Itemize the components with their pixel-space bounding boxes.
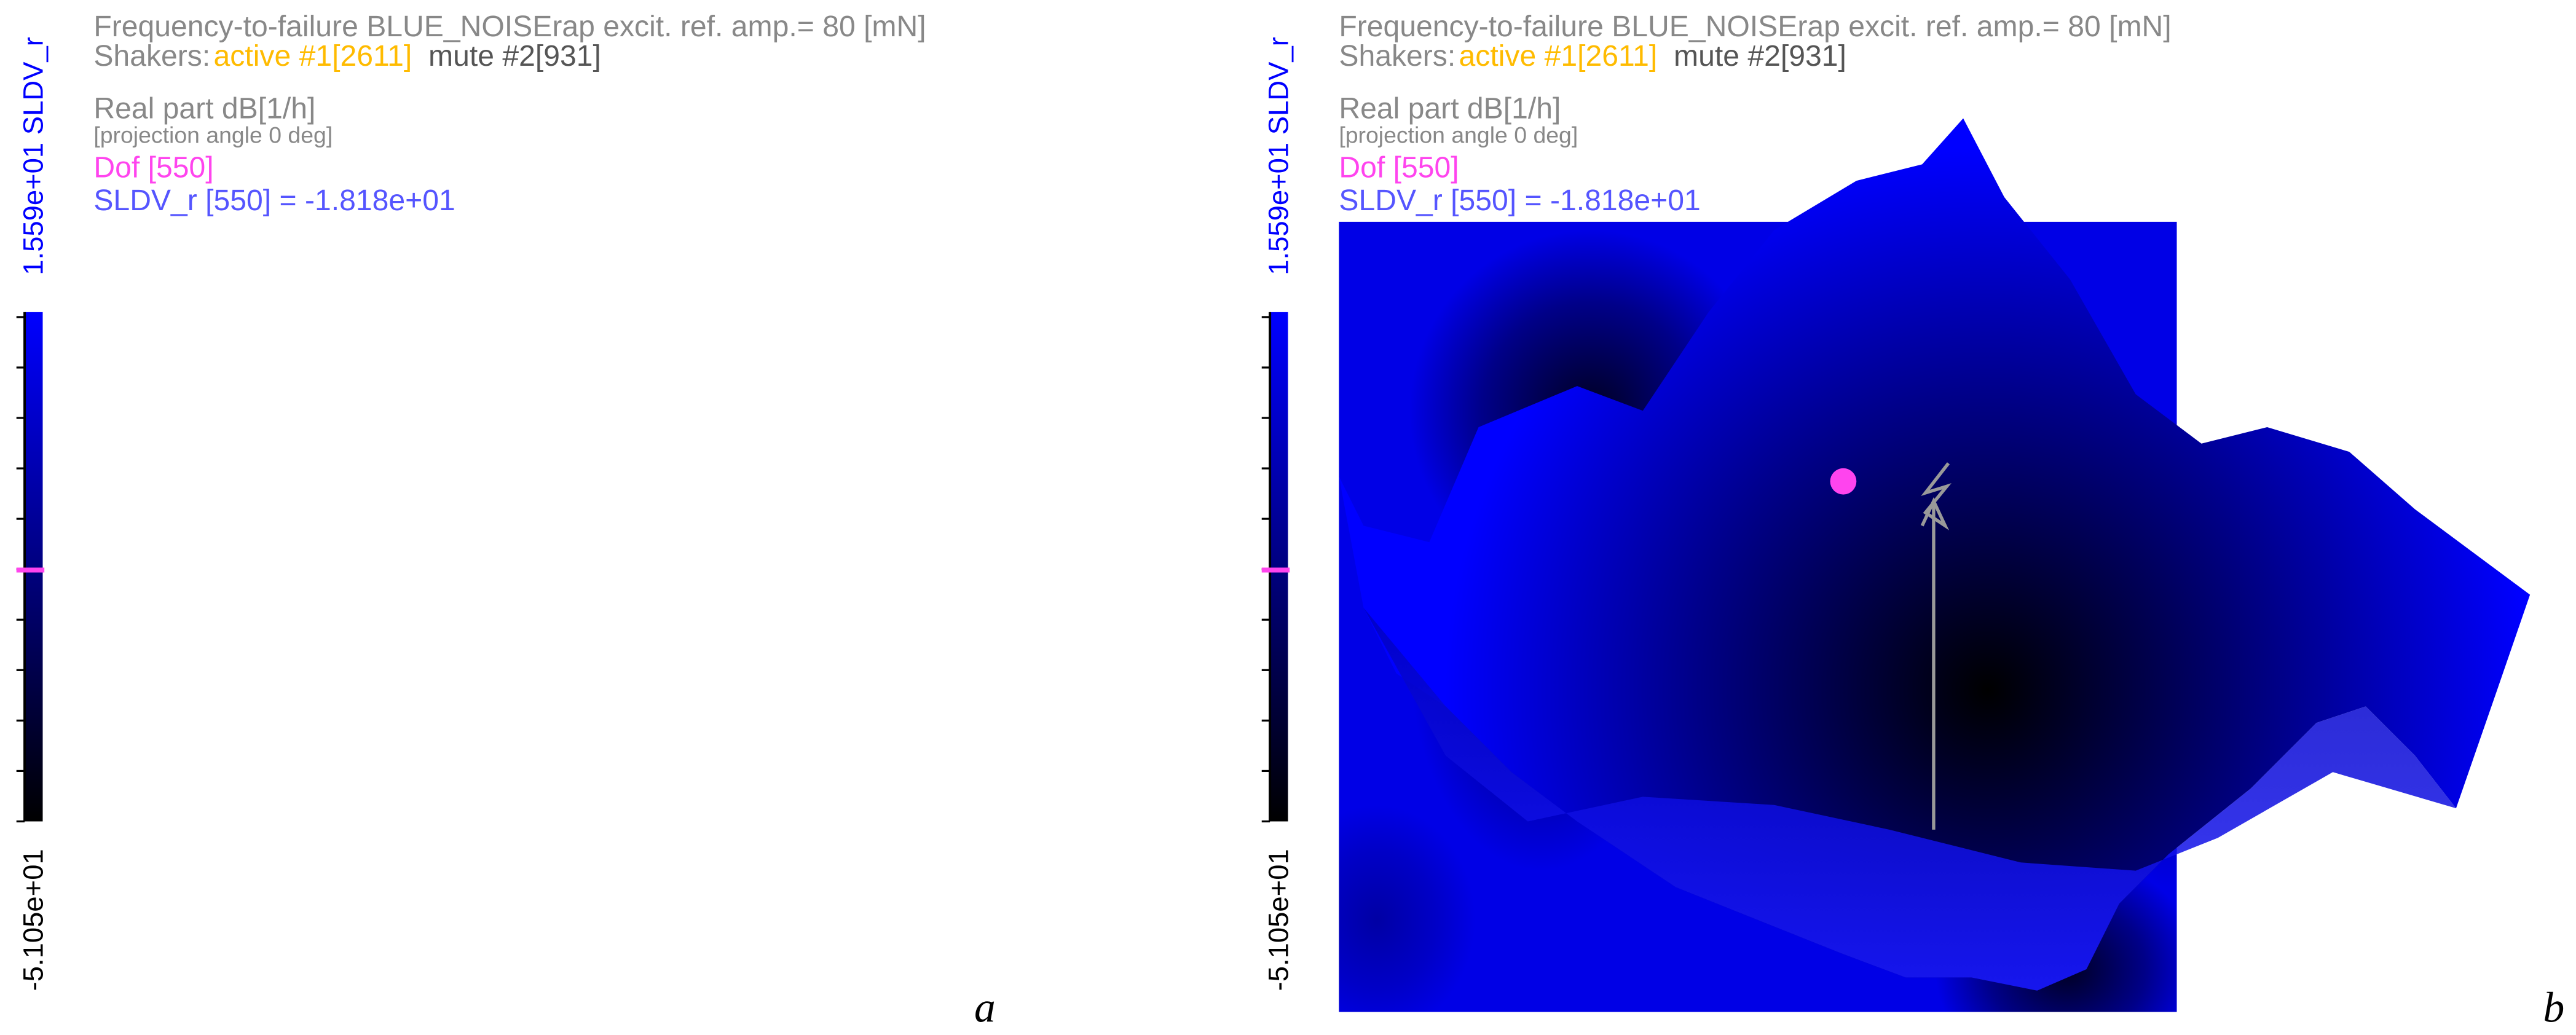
mute-shaker: mute #2[931] bbox=[428, 39, 601, 73]
caption: b bbox=[2543, 985, 2565, 1032]
quantity: Real part dB[1/h] bbox=[93, 92, 315, 125]
dof-marker bbox=[1830, 468, 1857, 495]
readout: SLDV_r [550] = -1.818e+01 bbox=[1339, 184, 1700, 217]
colorbar-min-label: -5.105e+01 bbox=[17, 849, 49, 991]
caption: a bbox=[974, 985, 996, 1032]
shakers-label: Shakers: bbox=[1339, 39, 1455, 73]
title: Frequency-to-failure BLUE_NOISErap excit… bbox=[1339, 10, 2171, 43]
arrow-head bbox=[1920, 462, 1952, 530]
shakers-line: Shakers: active #1[2611] mute #2[931] bbox=[1339, 39, 1846, 73]
colorbar bbox=[25, 312, 43, 822]
colorbar-min-label: -5.105e+01 bbox=[1263, 849, 1294, 991]
title: Frequency-to-failure BLUE_NOISErap excit… bbox=[93, 10, 926, 43]
quantity: Real part dB[1/h] bbox=[1339, 92, 1561, 125]
colorbar bbox=[1270, 312, 1288, 822]
surface-front-fold bbox=[1363, 608, 2456, 991]
readout: SLDV_r [550] = -1.818e+01 bbox=[93, 184, 455, 217]
dark-region bbox=[1339, 805, 1476, 1012]
mute-shaker: mute #2[931] bbox=[1674, 39, 1846, 73]
active-shaker: active #1[2611] bbox=[214, 39, 412, 73]
panel: 1.559e+01 SLDV_r -5.105e+01 Frequency-to-f… bbox=[16, 10, 996, 1032]
projection: [projection angle 0 deg] bbox=[1339, 122, 1578, 148]
shakers-line: Shakers: active #1[2611] mute #2[931] bbox=[93, 39, 601, 73]
surface-view bbox=[1339, 118, 2531, 991]
colorbar-max-label: 1.559e+01 SLDV_r bbox=[1263, 37, 1294, 275]
active-shaker: active #1[2611] bbox=[1459, 39, 1658, 73]
shakers-label: Shakers: bbox=[93, 39, 210, 73]
dof-label: Dof [550] bbox=[1339, 151, 1459, 184]
colorbar-max-label: 1.559e+01 SLDV_r bbox=[17, 37, 49, 275]
dof-label: Dof [550] bbox=[93, 151, 213, 184]
projection: [projection angle 0 deg] bbox=[93, 122, 333, 148]
